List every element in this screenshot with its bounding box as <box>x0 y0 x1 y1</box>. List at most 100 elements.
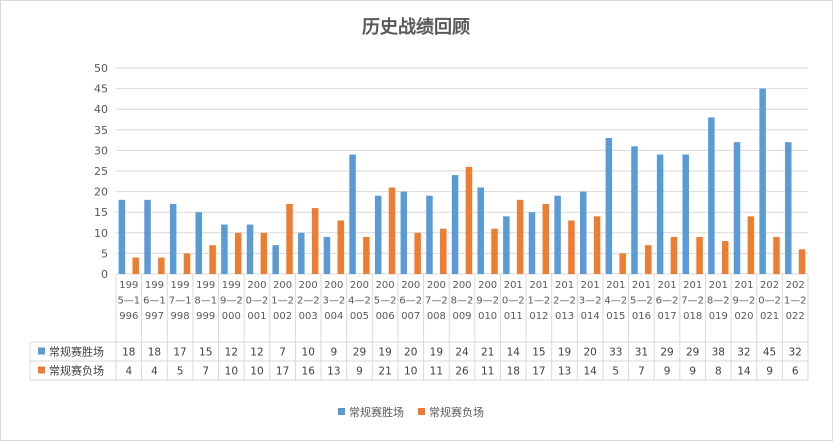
table-cell-value: 6 <box>792 366 799 378</box>
bar-wins <box>708 117 715 274</box>
y-tick-label: 50 <box>94 62 108 75</box>
bar-wins <box>528 212 536 274</box>
table-cell-value: 14 <box>737 366 751 378</box>
table-cell-value: 17 <box>173 347 186 359</box>
bar-wins <box>221 224 228 274</box>
bar-wins <box>195 212 203 274</box>
table-cell-value: 29 <box>686 347 699 359</box>
table-cell-value: 7 <box>638 366 645 378</box>
bar-losses <box>619 253 626 274</box>
bar-wins <box>759 88 766 274</box>
x-category-label: 199 6—1 997 <box>143 280 166 322</box>
table-series-key <box>38 347 45 355</box>
bar-losses <box>388 187 396 274</box>
table-cell-value: 45 <box>763 347 776 359</box>
bar-wins <box>374 195 382 274</box>
bar-wins <box>144 199 151 274</box>
table-cell-value: 9 <box>689 366 696 378</box>
table-cell-value: 38 <box>712 347 725 359</box>
bar-wins <box>298 232 305 274</box>
x-category-label: 201 7—2 018 <box>681 280 704 322</box>
table-cell-value: 11 <box>430 366 443 378</box>
table-cell-value: 21 <box>378 366 391 378</box>
table-cell-value: 9 <box>356 366 363 378</box>
bar-wins <box>477 187 484 274</box>
x-category-label: 199 9—2 000 <box>220 280 243 322</box>
x-category-label: 199 7—1 998 <box>169 280 192 322</box>
legend-swatch <box>338 408 345 415</box>
bar-losses <box>773 236 780 274</box>
bars <box>118 88 806 274</box>
legend-swatch <box>418 408 425 415</box>
table-cell-value: 31 <box>635 347 648 359</box>
table-cell-value: 18 <box>148 347 161 359</box>
x-category-label: 200 0—2 001 <box>246 280 269 322</box>
bar-losses <box>235 232 242 274</box>
bar-losses <box>183 253 191 274</box>
x-category-label: 199 8—1 999 <box>194 280 217 322</box>
bar-wins <box>400 191 408 274</box>
bar-losses <box>440 228 447 274</box>
y-tick-label: 25 <box>94 165 108 178</box>
table-cell-value: 32 <box>788 347 801 359</box>
bar-wins <box>451 175 459 274</box>
bar-wins <box>272 245 279 274</box>
table-cell-value: 19 <box>558 347 571 359</box>
x-category-label: 201 2—2 013 <box>553 280 576 322</box>
bar-losses <box>311 208 319 274</box>
x-category-label: 201 3—2 014 <box>579 280 602 322</box>
x-category-label: 199 5—1 996 <box>117 280 140 322</box>
table-cell-value: 4 <box>151 366 158 378</box>
legend-label: 常规赛负场 <box>429 405 484 419</box>
table-cell-value: 5 <box>612 366 619 378</box>
table-cell-value: 26 <box>455 366 469 378</box>
table-cell-value: 8 <box>715 366 722 378</box>
bar-wins <box>426 195 433 274</box>
bar-losses <box>516 199 524 274</box>
bar-losses <box>337 220 345 274</box>
bar-wins <box>349 154 356 274</box>
table-cell-value: 24 <box>455 347 469 359</box>
y-tick-label: 10 <box>94 227 108 240</box>
table-series-key <box>38 366 45 374</box>
x-category-label: 202 0—2 021 <box>758 280 781 322</box>
x-category-label: 201 4—2 015 <box>604 280 627 322</box>
bar-wins <box>631 146 638 274</box>
bar-losses <box>593 216 601 274</box>
table-cell-value: 29 <box>353 347 366 359</box>
bar-losses <box>132 257 139 274</box>
bar-wins <box>503 216 510 274</box>
table-cell-value: 7 <box>202 366 209 378</box>
x-category-label: 200 2—2 003 <box>297 280 320 322</box>
bar-wins <box>169 203 177 274</box>
legend: 常规赛胜场 常规赛负场 <box>338 405 484 419</box>
x-category-label: 200 4—2 005 <box>348 280 371 322</box>
table-cell-value: 29 <box>660 347 673 359</box>
x-category-label: 201 8—2 019 <box>707 280 730 322</box>
x-category-label: 200 8—2 009 <box>451 280 474 322</box>
bar-wins <box>733 142 741 274</box>
table-cell-value: 33 <box>609 347 622 359</box>
bar-wins <box>656 154 664 274</box>
x-category-label: 200 3—2 004 <box>322 280 345 322</box>
table-cell-value: 18 <box>122 347 135 359</box>
x-category-label: 200 6—2 007 <box>399 280 422 322</box>
y-tick-label: 45 <box>94 83 108 96</box>
bar-losses <box>670 236 678 274</box>
bar-losses <box>158 257 165 274</box>
table-cell-value: 20 <box>583 347 596 359</box>
y-tick-label: 0 <box>101 268 108 281</box>
chart-title: 历史战绩回顾 <box>362 16 470 38</box>
y-tick-label: 20 <box>94 186 108 199</box>
y-tick-label: 15 <box>94 206 108 219</box>
table-cell-value: 18 <box>507 366 520 378</box>
x-category-label: 202 1—2 022 <box>784 280 807 322</box>
y-tick-label: 40 <box>94 103 108 116</box>
bar-losses <box>645 245 652 274</box>
bar-losses <box>465 166 473 274</box>
bar-losses <box>363 236 370 274</box>
x-category-label: 201 5—2 016 <box>630 280 653 322</box>
